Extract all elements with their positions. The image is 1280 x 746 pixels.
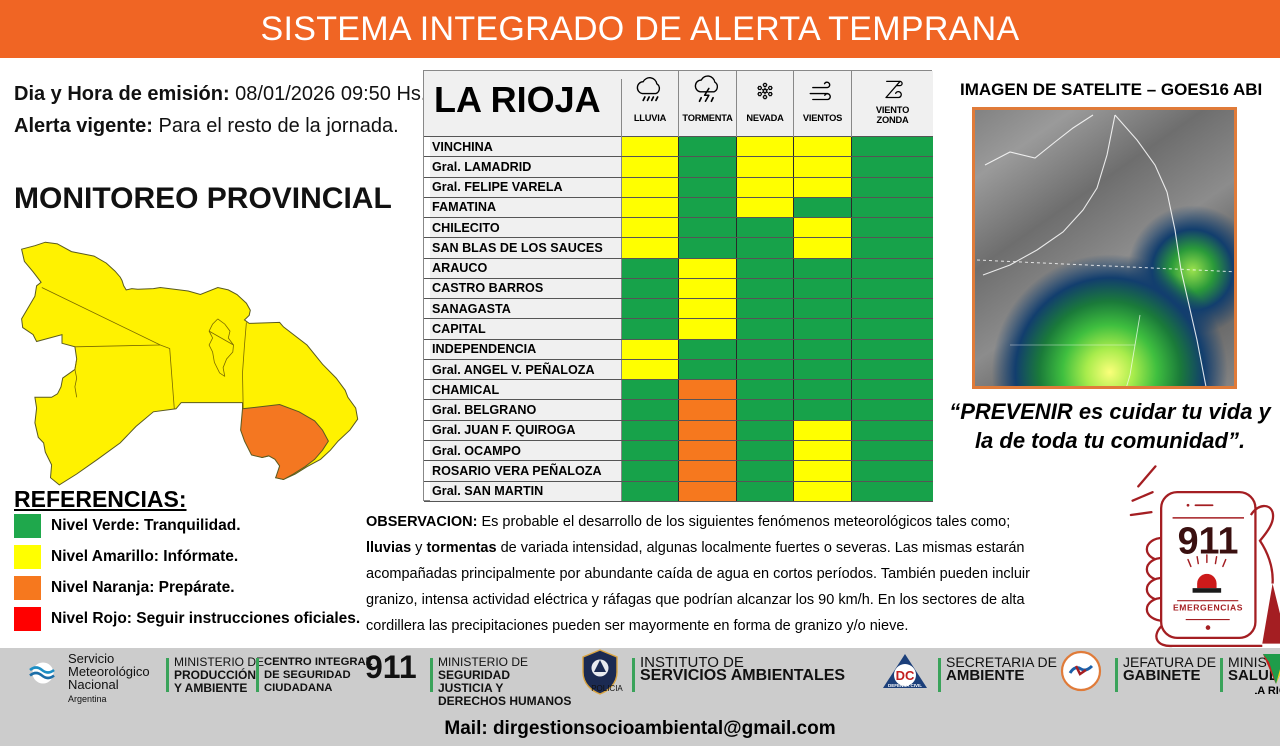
svg-text:DEFENSA CIVIL: DEFENSA CIVIL [888,683,922,688]
svg-text:911: 911 [1178,519,1239,561]
svg-text:EMERGENCIAS: EMERGENCIAS [1173,602,1243,612]
svg-text:DC: DC [896,668,915,683]
svg-text:LA RIOJA: LA RIOJA [1255,685,1280,696]
